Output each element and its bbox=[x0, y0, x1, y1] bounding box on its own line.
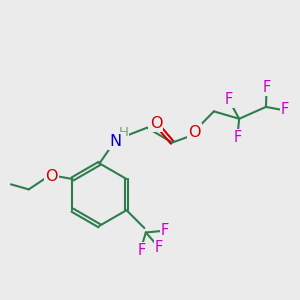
Text: F: F bbox=[155, 240, 163, 255]
Text: O: O bbox=[150, 116, 162, 131]
Text: H: H bbox=[118, 126, 128, 139]
Text: F: F bbox=[161, 224, 169, 238]
Text: F: F bbox=[281, 102, 290, 117]
Text: F: F bbox=[137, 243, 146, 258]
Text: O: O bbox=[45, 169, 57, 184]
Text: F: F bbox=[234, 130, 242, 145]
Text: N: N bbox=[110, 134, 122, 148]
Text: F: F bbox=[262, 80, 271, 95]
Text: O: O bbox=[188, 125, 201, 140]
Text: F: F bbox=[225, 92, 233, 107]
